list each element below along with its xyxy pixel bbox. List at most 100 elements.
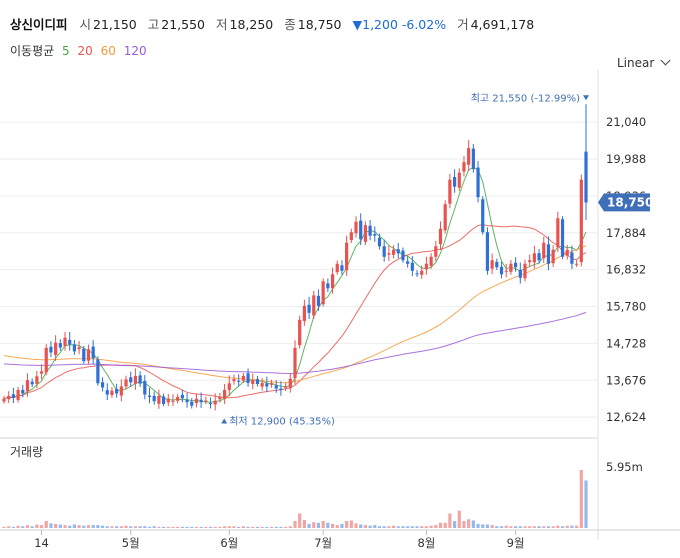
volume-bar bbox=[255, 526, 260, 528]
moving-average-legend[interactable]: 이동평균 5 20 60 120 bbox=[10, 42, 151, 59]
volume-bar bbox=[457, 510, 461, 528]
volume-bar bbox=[326, 522, 330, 528]
candle-body bbox=[481, 199, 485, 233]
volume-bar bbox=[396, 526, 400, 528]
candle-body bbox=[119, 386, 123, 396]
volume-bar bbox=[330, 523, 335, 528]
time-tick-label: 9월 bbox=[507, 536, 525, 550]
candle-body bbox=[387, 253, 391, 255]
candle-body bbox=[368, 225, 372, 236]
candle-body bbox=[340, 265, 344, 271]
volume-bar bbox=[100, 525, 105, 528]
candle-body bbox=[129, 377, 133, 383]
candle-body bbox=[265, 383, 269, 387]
volume-bar bbox=[54, 523, 58, 528]
volume-bar bbox=[213, 526, 217, 528]
close-value: 18,750 bbox=[297, 17, 342, 32]
candle-body bbox=[293, 347, 297, 379]
candle-body bbox=[246, 373, 250, 383]
candle-body bbox=[542, 242, 546, 259]
candle-body bbox=[176, 396, 180, 401]
volume-bar bbox=[129, 526, 133, 528]
price-tick-label: 14,728 bbox=[606, 336, 646, 350]
volume-bar bbox=[274, 526, 278, 528]
volume-bar bbox=[584, 480, 588, 528]
candle-body bbox=[490, 260, 494, 269]
candle-body bbox=[546, 244, 551, 264]
candle-body bbox=[560, 219, 565, 257]
candle-body bbox=[495, 261, 499, 268]
volume-bar bbox=[420, 526, 424, 528]
volume-bar bbox=[377, 526, 382, 528]
volume-bar bbox=[72, 524, 77, 528]
volume-bar bbox=[152, 526, 156, 528]
volume-bar bbox=[312, 522, 316, 528]
candle-body bbox=[382, 246, 386, 257]
ma-period-120: 120 bbox=[123, 44, 147, 58]
volume-bar bbox=[284, 526, 288, 528]
candle-body bbox=[77, 347, 81, 350]
volume-bar bbox=[115, 526, 119, 528]
volume-bar bbox=[363, 525, 368, 528]
time-axis: 14 5월 6월 7월 8월 9월 bbox=[34, 530, 525, 550]
volume-bar bbox=[298, 513, 302, 528]
candle-body bbox=[509, 263, 513, 272]
volume-bar bbox=[288, 526, 292, 528]
price-tick-label: 13,676 bbox=[606, 373, 646, 387]
current-price-label: 18,750 bbox=[607, 195, 653, 209]
volume-bar bbox=[575, 525, 579, 528]
volume-bar bbox=[157, 526, 161, 528]
candle-body bbox=[476, 167, 480, 198]
volume-bar bbox=[476, 523, 480, 528]
volume-bar bbox=[91, 525, 95, 528]
candle-body bbox=[152, 395, 156, 402]
candle-body bbox=[457, 172, 461, 188]
volume-bar bbox=[143, 526, 147, 528]
candle-body bbox=[251, 380, 255, 384]
volume-bar bbox=[354, 523, 358, 528]
volume-bar bbox=[523, 526, 527, 528]
volume-bar bbox=[518, 526, 522, 528]
volume-bar bbox=[161, 526, 166, 528]
volume-bar bbox=[434, 525, 438, 528]
volume-bar bbox=[269, 526, 274, 528]
volume-bar bbox=[579, 470, 583, 528]
candle-body bbox=[452, 177, 457, 187]
candle-body bbox=[551, 249, 555, 264]
candle-body bbox=[279, 388, 283, 390]
candle-body bbox=[63, 337, 67, 346]
volume-bar bbox=[204, 526, 208, 528]
candle-body bbox=[570, 252, 574, 264]
candle-body bbox=[96, 359, 100, 384]
volume-bar bbox=[7, 526, 11, 528]
volume-bar bbox=[481, 524, 485, 528]
volume-bar bbox=[467, 519, 471, 528]
volume-bar bbox=[180, 526, 184, 528]
volume-bar bbox=[316, 522, 321, 528]
candle-body bbox=[147, 395, 152, 397]
min-marker-icon bbox=[221, 418, 228, 424]
candle-body bbox=[359, 220, 363, 240]
candle-body bbox=[68, 339, 72, 345]
candle-body bbox=[218, 396, 222, 400]
volume-bar bbox=[133, 526, 138, 528]
volume-bar bbox=[82, 525, 86, 528]
candle-body bbox=[471, 148, 475, 170]
price-tick-label: 19,988 bbox=[606, 152, 646, 166]
volume-bar bbox=[490, 525, 494, 528]
scale-selector[interactable]: Linear bbox=[617, 55, 671, 70]
candle-body bbox=[157, 395, 161, 404]
candle-body bbox=[269, 383, 274, 385]
volume-bar bbox=[401, 526, 405, 528]
volume-bar bbox=[251, 526, 255, 528]
candle-body bbox=[194, 398, 199, 404]
volume-bar bbox=[176, 526, 180, 528]
volume-bar bbox=[443, 522, 447, 528]
open-value: 21,150 bbox=[93, 17, 137, 32]
candle-body bbox=[91, 346, 95, 359]
candle-body bbox=[312, 295, 316, 316]
volume-bar bbox=[382, 526, 386, 528]
price-tick-label: 21,040 bbox=[606, 115, 646, 129]
volume-bar bbox=[406, 526, 410, 528]
